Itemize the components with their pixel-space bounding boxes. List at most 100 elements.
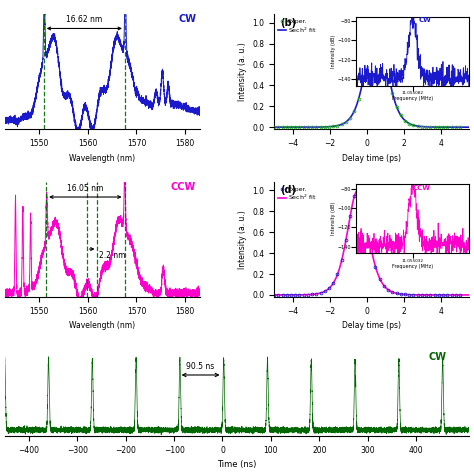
Exper. [297,292,302,298]
Exper. [335,123,340,128]
X-axis label: Time (ns): Time (ns) [217,460,257,469]
Sech$^2$ fit [374,20,379,26]
Text: (b): (b) [280,18,296,27]
Text: 16.05 nm: 16.05 nm [67,184,103,193]
Exper. [373,264,378,270]
Exper. [313,291,319,297]
Sech$^2$ fit [402,292,408,297]
Exper. [445,292,450,298]
Exper. [284,124,290,130]
Text: 16.62 nm: 16.62 nm [66,15,102,24]
Exper. [428,124,433,130]
Y-axis label: Intensity (a. u.): Intensity (a. u.) [237,42,246,101]
Exper. [436,292,442,298]
Exper. [339,257,345,263]
Exper. [398,113,404,118]
Exper. [419,124,425,129]
Sech$^2$ fit [292,124,298,130]
Exper. [305,292,311,298]
Exper. [318,290,323,296]
Exper. [305,124,311,130]
Sech$^2$ fit [292,292,298,298]
Exper. [309,124,315,130]
Exper. [297,124,302,130]
X-axis label: Delay time (ps): Delay time (ps) [342,321,401,330]
Exper. [415,292,420,298]
Exper. [390,90,395,95]
Exper. [271,124,277,130]
Line: Exper.: Exper. [273,22,461,128]
Sech$^2$ fit [354,189,359,194]
Sech$^2$ fit [310,292,316,297]
Exper. [292,124,298,130]
Sech$^2$ fit [421,292,427,298]
Exper. [402,118,408,123]
Exper. [394,291,400,296]
Exper. [385,70,391,75]
Exper. [406,121,412,127]
Exper. [330,281,336,286]
Exper. [453,292,458,298]
Sech$^2$ fit [253,292,258,298]
Exper. [275,124,281,130]
Exper. [309,292,315,297]
Exper. [432,292,438,298]
Exper. [385,287,391,292]
Exper. [356,96,361,102]
Text: 2.2 nm: 2.2 nm [99,251,126,260]
Exper. [360,78,365,84]
Sech$^2$ fit [421,124,427,129]
Sech$^2$ fit [384,286,390,292]
Sech$^2$ fit [354,103,359,109]
Sech$^2$ fit [384,65,390,71]
Exper. [275,292,281,298]
Exper. [288,292,294,298]
Exper. [360,200,365,206]
Y-axis label: Intensity (a. u.): Intensity (a. u.) [237,210,246,269]
Exper. [364,55,370,61]
Exper. [322,289,328,294]
Exper. [318,124,323,130]
Exper. [406,292,412,298]
Legend: Exper., Sech$^2$ fit: Exper., Sech$^2$ fit [277,18,318,36]
Exper. [364,223,370,229]
Exper. [377,276,383,282]
Exper. [284,292,290,298]
Exper. [301,124,307,130]
Sech$^2$ fit [310,124,316,130]
Exper. [326,124,332,129]
Sech$^2$ fit [355,188,361,193]
Exper. [368,32,374,38]
Exper. [330,123,336,129]
Exper. [428,292,433,298]
Exper. [398,291,404,297]
Exper. [356,188,361,193]
Exper. [402,292,408,297]
Exper. [449,124,455,130]
Exper. [280,292,285,298]
Exper. [301,292,307,298]
Legend: Exper., Sech$^2$ fit: Exper., Sech$^2$ fit [277,185,318,203]
Exper. [335,272,340,277]
Text: 90.5 ns: 90.5 ns [186,362,215,371]
Exper. [394,104,400,109]
Exper. [423,124,429,130]
Exper. [440,292,446,298]
X-axis label: Wavelength (nm): Wavelength (nm) [69,154,136,163]
Exper. [410,122,416,128]
Exper. [280,124,285,130]
Exper. [449,292,455,298]
Exper. [390,289,395,295]
Exper. [440,124,446,130]
Text: CW: CW [428,352,446,362]
Line: Sech$^2$ fit: Sech$^2$ fit [255,23,474,127]
Exper. [352,108,357,114]
Exper. [343,119,349,125]
Sech$^2$ fit [402,118,408,123]
Exper. [347,115,353,121]
Sech$^2$ fit [253,124,258,130]
Line: Sech$^2$ fit: Sech$^2$ fit [255,191,474,295]
Exper. [343,237,349,243]
Exper. [292,292,298,298]
Exper. [410,292,416,298]
